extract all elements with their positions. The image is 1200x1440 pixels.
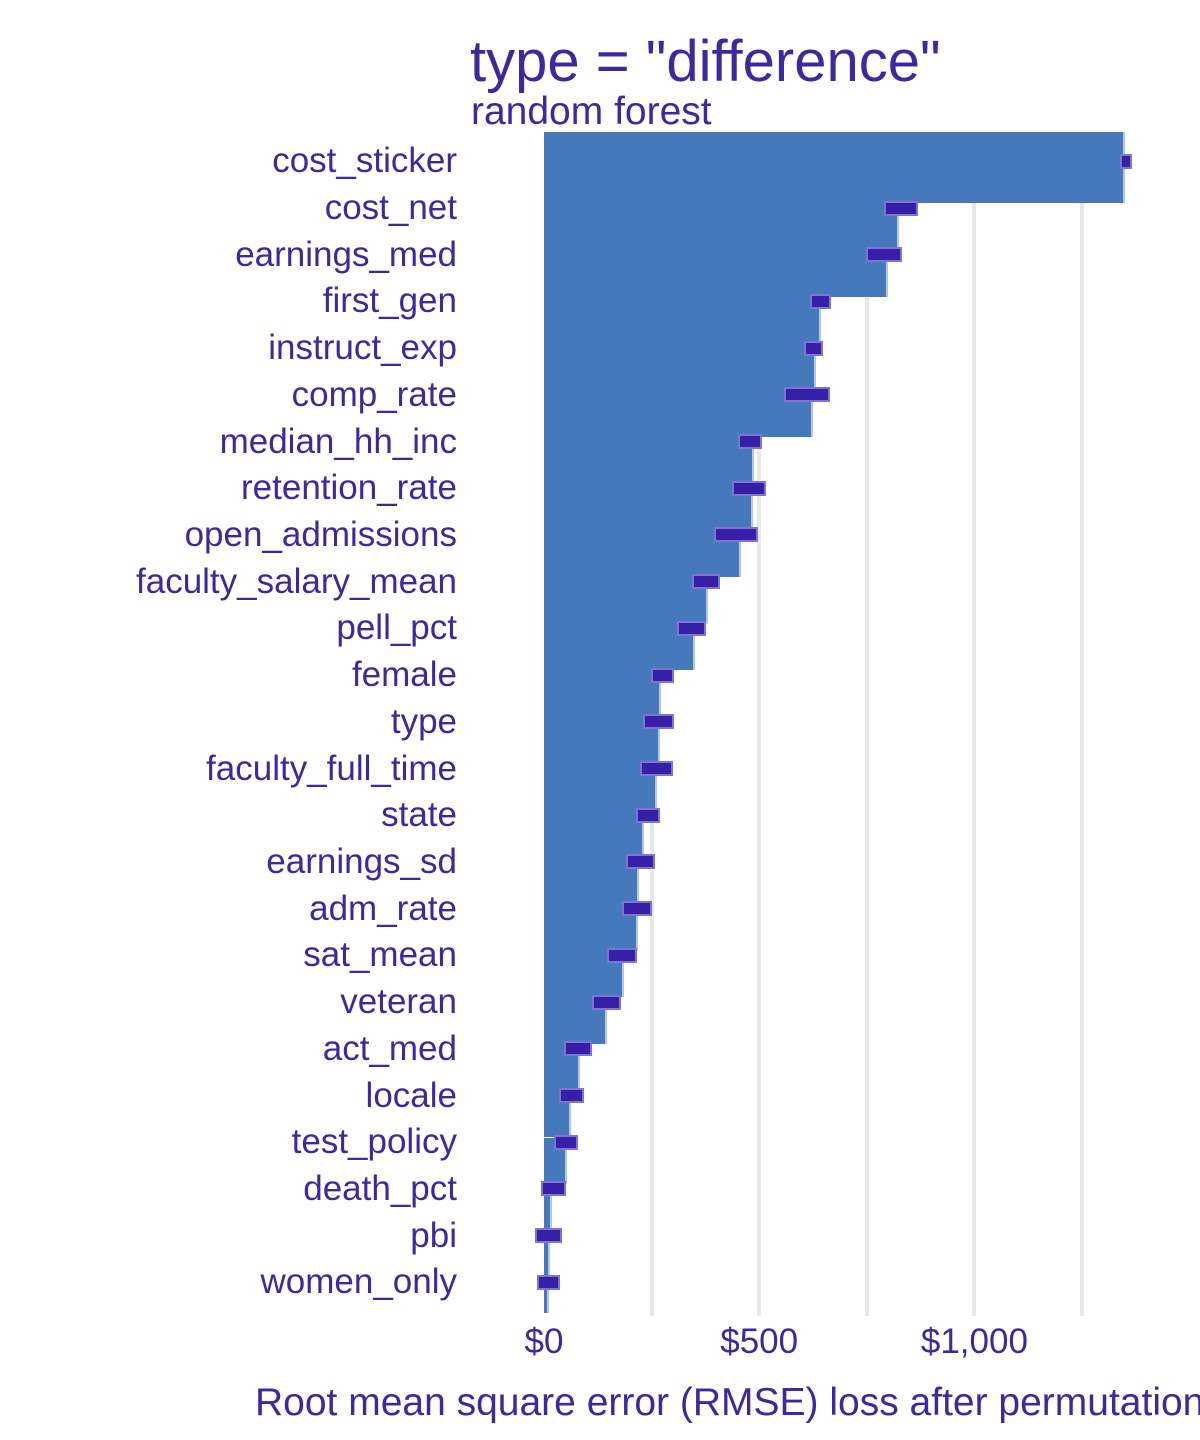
boxplot-faculty_salary_mean [691,574,720,590]
bar-death_pct [544,1184,553,1231]
bar-type [544,717,661,764]
y-axis-label-death_pct: death_pct [303,1168,457,1208]
y-axis-label-open_admissions: open_admissions [184,514,457,554]
y-axis-label-women_only: women_only [260,1262,458,1302]
y-axis-label-faculty_full_time: faculty_full_time [206,748,457,788]
x-axis-title: Root mean square error (RMSE) loss after… [255,1381,1200,1424]
boxplot-female [651,667,675,683]
y-axis-label-type: type [390,701,457,741]
gridline-500 [757,132,762,1316]
y-axis-label-female: female [351,655,457,695]
y-axis-label-faculty_salary_mean: faculty_salary_mean [136,561,457,601]
boxplot-faculty_full_time [639,761,674,777]
boxplot-open_admissions [714,527,759,543]
gridline-750 [864,132,869,1316]
y-axis-label-instruct_exp: instruct_exp [268,328,457,368]
y-axis-label-test_policy: test_policy [291,1122,457,1162]
y-axis-label-adm_rate: adm_rate [309,888,457,928]
chart-subtitle: random forest [471,90,712,133]
boxplot-pell_pct [677,620,706,636]
gridline-1250 [1080,132,1084,1316]
boxplot-veteran [591,994,621,1010]
gridline-1000 [972,132,977,1316]
bar-earnings_med [544,250,889,297]
boxplot-instruct_exp [803,340,824,356]
bar-faculty_salary_mean [544,576,708,624]
bar-women_only [544,1277,549,1313]
bar-instruct_exp [544,343,817,391]
y-axis-label-pbi: pbi [410,1215,457,1255]
x-tick-label-500: $500 [720,1322,799,1361]
y-axis-label-state: state [381,795,457,835]
chart-title: type = "difference" [470,29,941,94]
boxplot-first_gen [809,293,831,309]
boxplot-cost_net [884,200,919,216]
bar-pell_pct [544,623,696,671]
bar-median_hh_inc [544,436,754,484]
boxplot-earnings_med [866,247,902,263]
y-axis-label-act_med: act_med [322,1028,457,1068]
boxplot-type [642,714,674,730]
y-axis-label-first_gen: first_gen [322,281,457,321]
y-axis-label-locale: locale [365,1075,457,1115]
bar-first_gen [544,296,821,344]
x-tick-label-1000: $1,000 [920,1322,1028,1361]
boxplot-locale [559,1088,584,1103]
boxplot-retention_rate [731,480,766,496]
y-axis-label-median_hh_inc: median_hh_inc [219,421,457,461]
y-axis-label-retention_rate: retention_rate [241,468,457,508]
y-axis-label-earnings_med: earnings_med [235,234,457,274]
bar-state [544,810,644,858]
bar-comp_rate [544,390,814,437]
boxplot-comp_rate [783,387,830,403]
boxplot-cost_sticker [1119,153,1133,169]
y-axis-label-pell_pct: pell_pct [336,608,457,648]
y-axis-label-sat_mean: sat_mean [303,935,457,975]
bar-cost_sticker [544,132,1125,204]
boxplot-act_med [563,1041,593,1057]
boxplot-adm_rate [622,901,653,917]
boxplot-sat_mean [607,947,638,963]
boxplot-death_pct [541,1181,567,1197]
bar-open_admissions [544,530,741,577]
bar-retention_rate [544,483,754,531]
bar-cost_net [544,203,899,250]
bar-veteran [544,997,607,1045]
boxplot-state [636,807,660,823]
boxplot-median_hh_inc [738,434,762,450]
boxplot-earnings_sd [626,854,656,870]
bar-pbi [544,1230,550,1278]
boxplot-pbi [535,1228,563,1244]
x-tick-label-0: $0 [524,1322,564,1361]
boxplot-test_policy [554,1134,579,1150]
y-axis-label-cost_net: cost_net [324,188,457,227]
bar-earnings_sd [544,857,639,904]
boxplot-women_only [537,1274,561,1290]
bar-faculty_full_time [544,763,658,811]
y-axis-label-veteran: veteran [340,982,457,1022]
bar-female [544,670,662,718]
y-axis-label-comp_rate: comp_rate [291,374,457,414]
y-axis-label-earnings_sd: earnings_sd [266,841,457,881]
y-axis-label-cost_sticker: cost_sticker [272,141,457,181]
